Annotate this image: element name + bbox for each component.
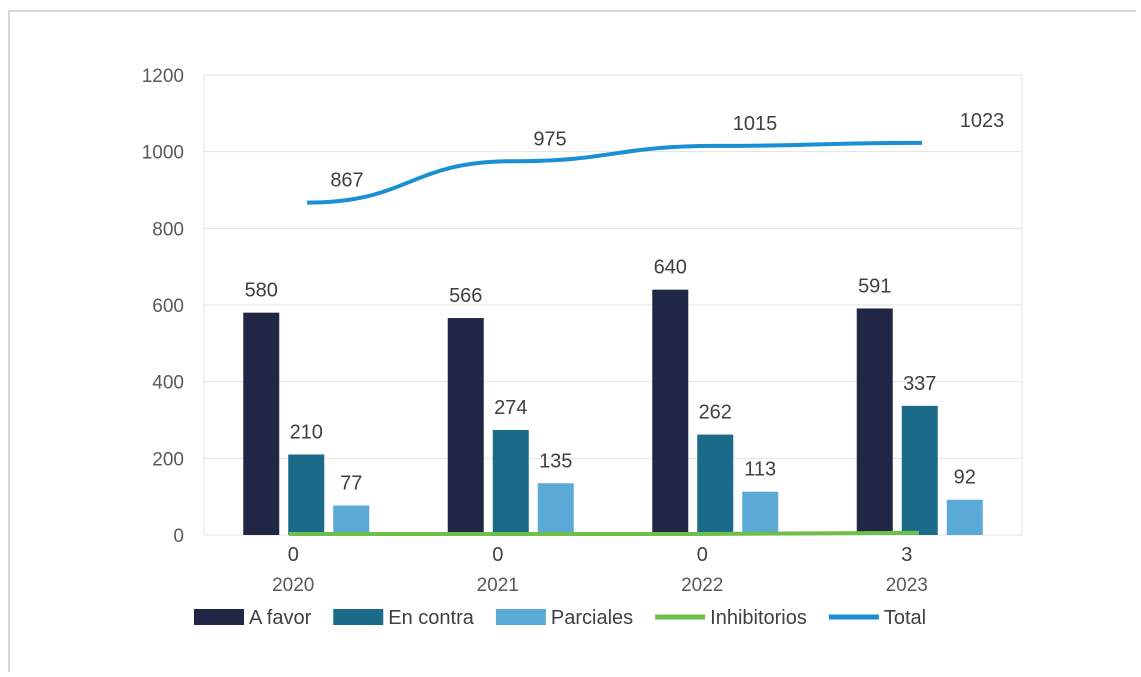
legend-item-en-contra: En contra [333, 607, 475, 629]
data-label-total: 1015 [733, 113, 778, 135]
legend-label: Parciales [551, 607, 633, 629]
bar-parciales [333, 505, 370, 535]
data-label: 77 [340, 472, 362, 494]
x-tick-label: 2021 [477, 575, 519, 596]
legend-item-a-favor: A favor [194, 607, 312, 629]
x-axis: 2020 2021 2022 2023 [272, 575, 928, 596]
data-label-total: 1023 [960, 110, 1005, 132]
data-label-total: 867 [330, 170, 363, 192]
bar-parciales [742, 491, 779, 535]
bars [243, 289, 983, 535]
bar-a-favor [652, 289, 689, 535]
y-tick-label: 600 [152, 296, 184, 317]
bar-en-contra [697, 434, 734, 535]
legend-label: Total [884, 607, 926, 629]
y-axis: 0 200 400 600 800 1000 1200 [142, 66, 184, 547]
legend-label: En contra [388, 607, 474, 629]
bar-a-favor [856, 308, 893, 535]
bar-a-favor [243, 312, 280, 535]
y-tick-label: 200 [152, 449, 184, 470]
y-tick-label: 0 [173, 526, 184, 547]
lines [289, 140, 923, 536]
legend-swatch [495, 609, 546, 625]
data-label: 580 [245, 280, 278, 302]
legend-swatch [194, 609, 244, 625]
y-tick-label: 1200 [142, 66, 184, 87]
x-tick-label: 2020 [272, 575, 314, 596]
data-label: 274 [494, 397, 527, 419]
data-label: 262 [699, 402, 732, 424]
data-label: 337 [903, 373, 936, 395]
legend-label: A favor [249, 607, 312, 629]
bar-a-favor [447, 318, 484, 535]
legend: A favor En contra Parciales Inhibitorios Tot… [194, 607, 926, 629]
bar-parciales [946, 499, 983, 535]
line-inhibitorios [289, 530, 920, 536]
legend-item-inhibitorios: Inhibitorios [655, 607, 807, 629]
legend-label: Inhibitorios [710, 607, 807, 629]
line-total [306, 140, 923, 205]
data-label-inhibitorios: 0 [697, 544, 708, 566]
data-label-total: 975 [533, 128, 566, 150]
legend-item-total: Total [828, 607, 926, 629]
data-label: 566 [449, 285, 482, 307]
legend-item-parciales: Parciales [495, 607, 633, 629]
data-labels: 580 566 640 591 210 274 262 337 77 135 113 92 0 0 0 3 86… [245, 110, 1005, 566]
data-label: 210 [290, 422, 323, 444]
y-tick-label: 1000 [142, 143, 184, 164]
data-label-inhibitorios: 3 [901, 544, 912, 566]
bar-en-contra [492, 429, 529, 535]
data-label: 591 [858, 275, 891, 297]
y-tick-label: 800 [152, 219, 184, 240]
data-label: 640 [654, 257, 687, 279]
chart-frame [8, 10, 1136, 672]
x-tick-label: 2023 [886, 575, 928, 596]
bar-en-contra [288, 454, 325, 535]
legend-swatch [333, 609, 384, 625]
data-label: 135 [539, 450, 572, 472]
data-label: 92 [954, 467, 976, 489]
data-label-inhibitorios: 0 [288, 544, 299, 566]
data-label-inhibitorios: 0 [492, 544, 503, 566]
bar-parciales [537, 483, 574, 535]
data-label: 113 [744, 459, 776, 481]
bar-en-contra [901, 405, 938, 535]
y-tick-label: 400 [152, 373, 184, 394]
x-tick-label: 2022 [681, 575, 723, 596]
